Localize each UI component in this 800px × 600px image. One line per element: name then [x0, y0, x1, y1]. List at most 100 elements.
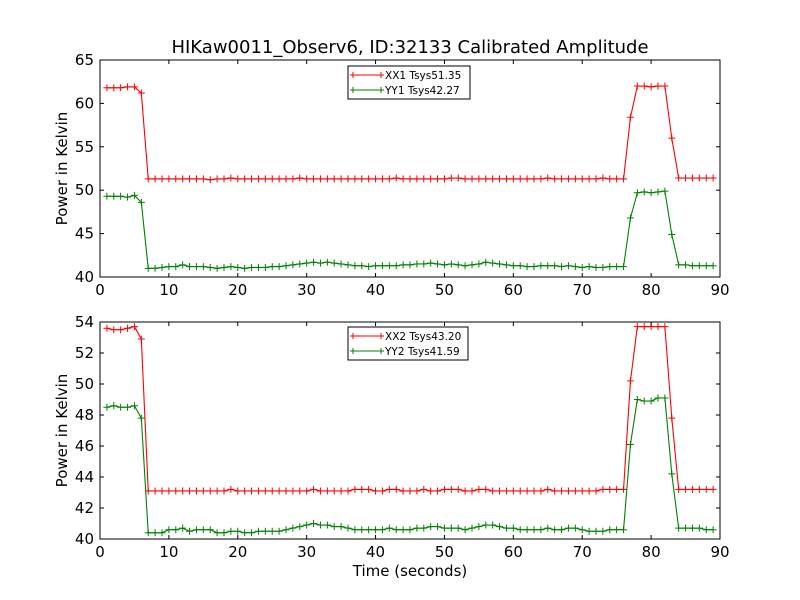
- data-point: [640, 82, 648, 90]
- data-point: [571, 524, 579, 532]
- data-point: [537, 526, 545, 534]
- data-point: [248, 487, 256, 495]
- data-point: [523, 175, 531, 183]
- data-point: [296, 260, 304, 268]
- data-point: [392, 174, 400, 182]
- data-point: [351, 526, 359, 534]
- data-point: [688, 485, 696, 493]
- data-point: [606, 263, 614, 271]
- data-point: [654, 394, 662, 402]
- data-point: [599, 485, 607, 493]
- x-tick-label: 90: [710, 543, 729, 561]
- data-point: [475, 523, 483, 531]
- data-point: [137, 198, 145, 206]
- data-point: [192, 263, 200, 271]
- data-point: [592, 527, 600, 535]
- legend-box: [347, 326, 469, 361]
- data-point: [186, 175, 194, 183]
- data-point: [530, 487, 538, 495]
- data-point: [165, 526, 173, 534]
- data-point: [668, 134, 676, 142]
- data-point: [688, 524, 696, 532]
- data-point: [406, 526, 414, 534]
- data-point: [351, 175, 359, 183]
- data-point: [399, 175, 407, 183]
- data-point: [316, 521, 324, 529]
- data-point: [585, 487, 593, 495]
- data-point: [530, 526, 538, 534]
- data-point: [661, 187, 669, 195]
- data-point: [310, 520, 318, 527]
- data-point: [385, 485, 393, 493]
- data-point: [502, 175, 510, 183]
- data-point: [344, 261, 352, 269]
- data-point: [130, 83, 138, 91]
- data-point: [475, 175, 483, 183]
- data-point: [372, 175, 380, 183]
- data-point: [709, 485, 717, 493]
- data-point: [199, 175, 207, 183]
- data-point: [227, 263, 235, 271]
- x-tick-label: 90: [710, 281, 729, 299]
- data-point: [647, 189, 655, 197]
- data-point: [303, 521, 311, 529]
- data-point: [378, 487, 386, 495]
- data-point: [702, 485, 710, 493]
- data-point: [282, 175, 290, 183]
- data-point: [213, 529, 221, 537]
- data-point: [709, 526, 717, 534]
- data-point: [509, 262, 517, 270]
- y-axis-label: Power in Kelvin: [53, 112, 71, 226]
- data-point: [564, 524, 572, 532]
- data-point: [454, 174, 462, 182]
- data-point: [199, 487, 207, 495]
- data-point: [186, 527, 194, 535]
- data-point: [268, 175, 276, 183]
- data-point: [647, 83, 655, 91]
- data-point: [282, 526, 290, 534]
- legend-label: YY1 Tsys42.27: [384, 85, 460, 97]
- data-point: [516, 175, 524, 183]
- data-point: [385, 175, 393, 183]
- x-tick-label: 80: [642, 543, 661, 561]
- data-point: [564, 487, 572, 495]
- axes-frame: [99, 59, 721, 278]
- y-tick-label: 54: [75, 313, 94, 331]
- data-point: [103, 84, 111, 92]
- data-point: [502, 524, 510, 532]
- data-point: [544, 262, 552, 270]
- data-point: [613, 526, 621, 534]
- data-point: [179, 261, 187, 269]
- data-point: [130, 191, 138, 199]
- series-yy2: [103, 394, 717, 537]
- data-point: [268, 487, 276, 495]
- data-point: [551, 487, 559, 495]
- legend-label: XX2 Tsys43.20: [385, 331, 461, 343]
- data-point: [365, 175, 373, 183]
- data-point: [337, 523, 345, 531]
- data-point: [427, 175, 435, 183]
- data-point: [427, 523, 435, 531]
- data-point: [578, 263, 586, 271]
- data-point: [303, 175, 311, 183]
- data-point: [427, 259, 435, 267]
- x-tick-label: 50: [435, 543, 454, 561]
- data-point: [344, 524, 352, 532]
- data-point: [303, 259, 311, 267]
- data-point: [344, 175, 352, 183]
- data-point: [310, 258, 318, 266]
- data-point: [571, 175, 579, 183]
- data-point: [144, 264, 152, 272]
- data-point: [578, 175, 586, 183]
- data-point: [482, 175, 490, 183]
- data-point: [558, 175, 566, 183]
- data-point: [158, 529, 166, 537]
- x-tick-label: 0: [95, 281, 105, 299]
- data-point: [626, 377, 634, 385]
- data-point: [358, 526, 366, 534]
- data-point: [206, 526, 214, 534]
- data-point: [351, 485, 359, 493]
- legend-marker: [350, 348, 356, 354]
- data-point: [695, 174, 703, 182]
- data-point: [558, 526, 566, 534]
